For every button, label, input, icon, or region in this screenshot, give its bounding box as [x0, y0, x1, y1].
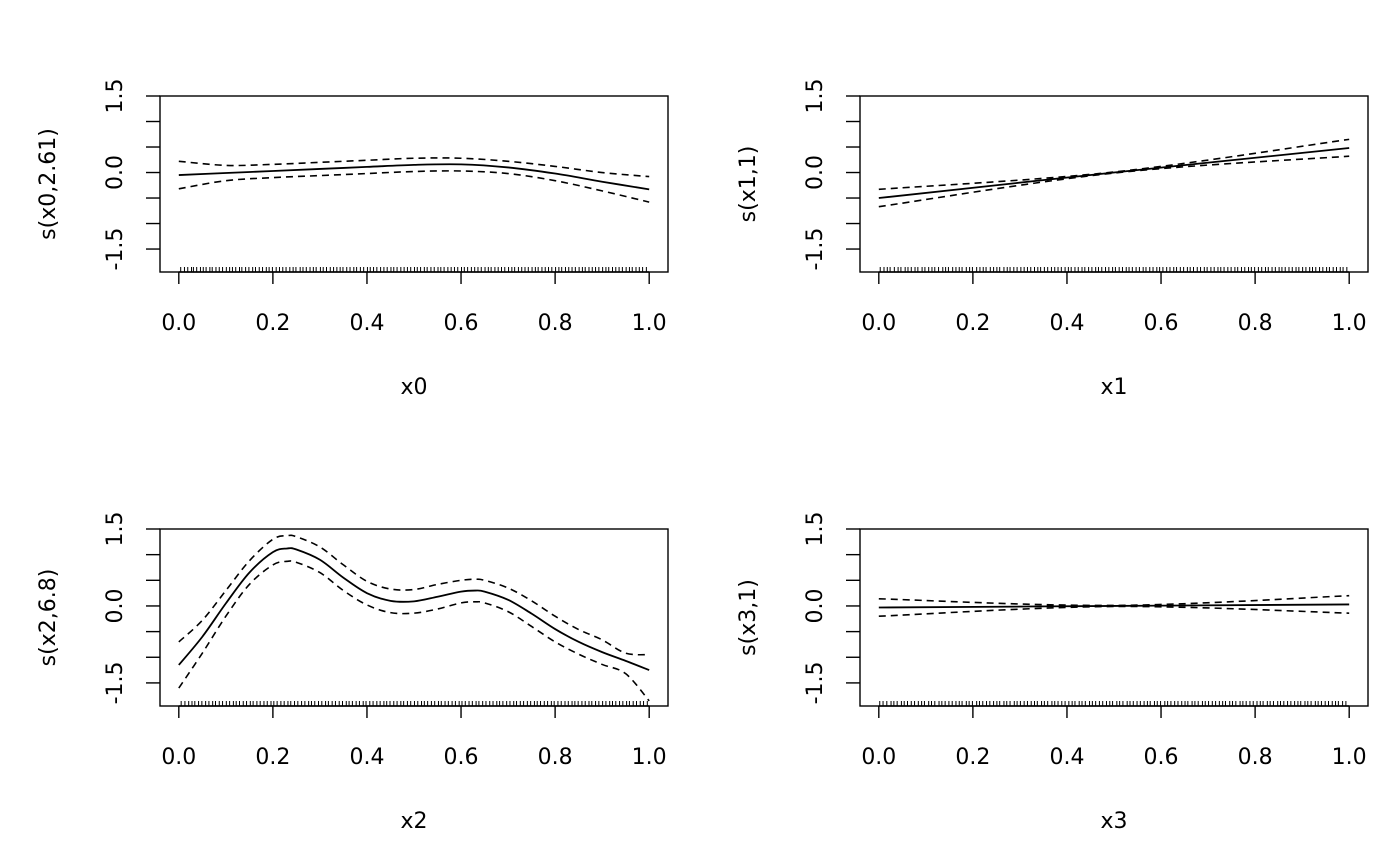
plot-frame [859, 95, 1369, 273]
y-tick-label: 0.0 [803, 155, 828, 190]
y-tick-label: 1.5 [803, 79, 828, 114]
y-tick-label: -1.5 [803, 228, 828, 271]
series-lower-line [878, 605, 1350, 618]
x-tick-label: 0.8 [538, 745, 573, 770]
x-tick-label: 0.0 [161, 745, 196, 770]
x-tick-label: 0.8 [538, 311, 573, 336]
y-axis-title: s(x0,2.61) [36, 128, 61, 240]
series-fit-line [878, 147, 1350, 199]
series-upper-line [178, 157, 650, 178]
x-tick-label: 1.0 [1332, 745, 1367, 770]
series-lower-line [878, 155, 1350, 208]
x-tick-label: 0.0 [861, 745, 896, 770]
y-axis-title: s(x2,6.8) [36, 569, 61, 667]
series-upper-line [878, 594, 1350, 607]
series-fit-line [178, 547, 650, 671]
y-tick-label: 0.0 [103, 588, 128, 623]
y-axis-title: s(x3,1) [736, 579, 761, 656]
smooth-panel-3: 0.0 0.2 0.4 0.6 0.8 1.0 -1.5 0.0 1.5 x3 s(x3,1) [736, 512, 1369, 834]
smooth-panel-0: 0.0 0.2 0.4 0.6 0.8 1.0 -1.5 0.0 1.5 x0 s(x0,2.61) [36, 79, 669, 400]
x-tick-label: 0.4 [349, 311, 384, 336]
y-tick-label: 0.0 [803, 588, 828, 623]
y-tick-label: -1.5 [103, 661, 128, 704]
smooth-panel-1: 0.0 0.2 0.4 0.6 0.8 1.0 -1.5 0.0 1.5 x1 s(x1,1) [736, 79, 1369, 400]
x-tick-label: 0.8 [1238, 745, 1273, 770]
x-tick-label: 1.0 [632, 311, 667, 336]
x-tick-label: 0.4 [1049, 745, 1084, 770]
x-tick-label: 0.4 [1049, 311, 1084, 336]
y-tick-label: 1.5 [103, 79, 128, 114]
x-axis-title: x2 [400, 809, 427, 834]
x-tick-label: 0.6 [1144, 745, 1179, 770]
plot-frame [159, 95, 669, 273]
y-tick-label: -1.5 [803, 661, 828, 704]
plot-frame [159, 528, 669, 707]
x-tick-label: 0.0 [861, 311, 896, 336]
x-axis-title: x3 [1100, 809, 1127, 834]
series-lower-line [178, 170, 650, 203]
x-tick-label: 0.8 [1238, 311, 1273, 336]
x-tick-label: 0.2 [955, 745, 990, 770]
smooth-panel-2: 0.0 0.2 0.4 0.6 0.8 1.0 -1.5 0.0 1.5 x2 s(x2,6.8) [36, 512, 669, 834]
x-axis-title: x0 [400, 375, 427, 400]
series-lower-line [178, 560, 650, 702]
x-tick-label: 0.6 [444, 311, 479, 336]
y-tick-label: 1.5 [103, 512, 128, 547]
x-axis-title: x1 [1100, 375, 1127, 400]
x-tick-label: 0.0 [161, 311, 196, 336]
x-tick-label: 0.2 [255, 745, 290, 770]
x-tick-label: 0.6 [444, 745, 479, 770]
y-axis-title: s(x1,1) [736, 146, 761, 223]
y-tick-label: 0.0 [103, 155, 128, 190]
plot-frame [859, 528, 1369, 707]
series-fit-line [878, 603, 1350, 609]
series-upper-line [178, 534, 650, 656]
series-fit-line [178, 163, 650, 191]
x-tick-label: 1.0 [1332, 311, 1367, 336]
x-tick-label: 0.4 [349, 745, 384, 770]
x-tick-label: 0.6 [1144, 311, 1179, 336]
series-upper-line [878, 138, 1350, 191]
x-tick-label: 0.2 [955, 311, 990, 336]
x-tick-label: 0.2 [255, 311, 290, 336]
x-tick-label: 1.0 [632, 745, 667, 770]
y-tick-label: 1.5 [803, 512, 828, 547]
y-tick-label: -1.5 [103, 228, 128, 271]
